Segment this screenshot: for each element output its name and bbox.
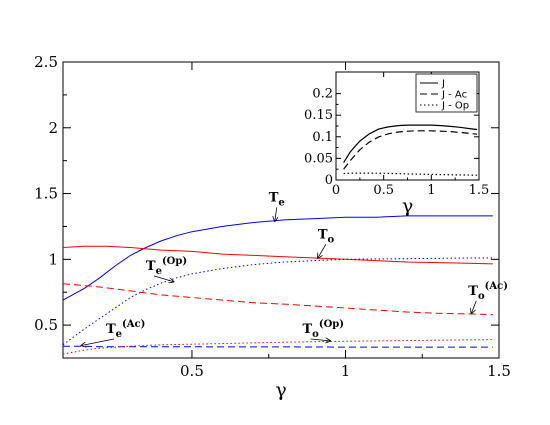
main-series-annotation-1: To	[318, 227, 335, 245]
main-x-tick-label-2: 1.5	[487, 362, 511, 380]
main-annotations-group: Te To Te(Op) To(Ac) Te(Ac) To(Op)	[81, 190, 508, 345]
main-series-line-0	[62, 215, 493, 301]
inset-y-tick-label-1: 0.05	[304, 151, 333, 166]
main-chart: 0.5 1 1.5 0.5 1 1.5 2 2.5 Te To Te(Op) To(Ac) Te(Ac…	[34, 53, 511, 401]
main-series-line-1	[62, 245, 493, 265]
inset-y-tick-label-2: 0.1	[312, 130, 333, 145]
main-plot-frame	[62, 61, 500, 359]
inset-ticks-group: 0 0.5 1 1.5 0 0.05 0.1 0.15 0.2	[304, 72, 489, 198]
main-series-line-5	[62, 339, 493, 355]
inset-legend-label-0: J	[441, 79, 445, 90]
main-annotation-arrow-0	[275, 207, 277, 221]
inset-legend: JJ - AcJ - Op	[415, 73, 478, 113]
main-series-line-4	[63, 345, 493, 348]
main-series-annotation-2: Te(Op)	[146, 256, 187, 277]
main-annotation-arrow-3	[471, 300, 477, 313]
inset-chart: 0 0.5 1 1.5 0 0.05 0.1 0.15 0.2 JJ - AcJ - Op γ	[304, 71, 489, 217]
inset-legend-label-2: J - Op	[441, 101, 469, 112]
main-series-group	[62, 215, 493, 355]
main-series-annotation-0: Te	[269, 190, 285, 208]
main-annotation-arrow-1	[318, 244, 327, 258]
main-y-tick-label-3: 2	[48, 119, 58, 137]
main-x-tick-label-1: 1	[341, 362, 351, 380]
inset-legend-label-1: J - Ac	[441, 90, 467, 101]
main-series-annotation-4: Te(Ac)	[106, 319, 145, 340]
inset-series-line-0	[343, 124, 478, 164]
main-annotation-arrow-5	[310, 339, 330, 341]
main-series-annotation-3: To(Ac)	[468, 281, 508, 302]
inset-series-group	[343, 124, 478, 176]
main-ticks-group: 0.5 1 1.5 0.5 1 1.5 2 2.5	[34, 53, 511, 380]
main-y-tick-label-4: 2.5	[34, 53, 58, 71]
inset-series-line-1	[343, 130, 478, 170]
inset-legend-box	[415, 73, 478, 113]
inset-x-tick-label-2: 1	[427, 183, 435, 198]
main-x-tick-label-0: 0.5	[180, 362, 204, 380]
inset-x-tick-label-3: 1.5	[469, 183, 490, 198]
main-y-tick-label-2: 1.5	[34, 185, 58, 203]
inset-x-tick-label-1: 0.5	[373, 183, 394, 198]
main-x-axis-label: γ	[275, 379, 286, 401]
main-y-tick-label-0: 0.5	[34, 316, 58, 334]
main-series-line-2	[62, 257, 493, 346]
main-y-tick-label-1: 1	[48, 250, 58, 268]
inset-x-tick-label-0: 0	[332, 183, 340, 198]
inset-y-tick-label-0: 0	[325, 173, 333, 188]
inset-y-tick-label-4: 0.2	[312, 87, 333, 102]
main-annotation-arrow-4	[81, 338, 115, 345]
inset-y-tick-label-3: 0.15	[304, 108, 333, 123]
main-annotation-arrow-2	[153, 275, 174, 282]
inset-x-axis-label: γ	[402, 195, 413, 217]
main-series-annotation-5: To(Op)	[302, 319, 344, 340]
main-series-line-3	[62, 283, 493, 316]
